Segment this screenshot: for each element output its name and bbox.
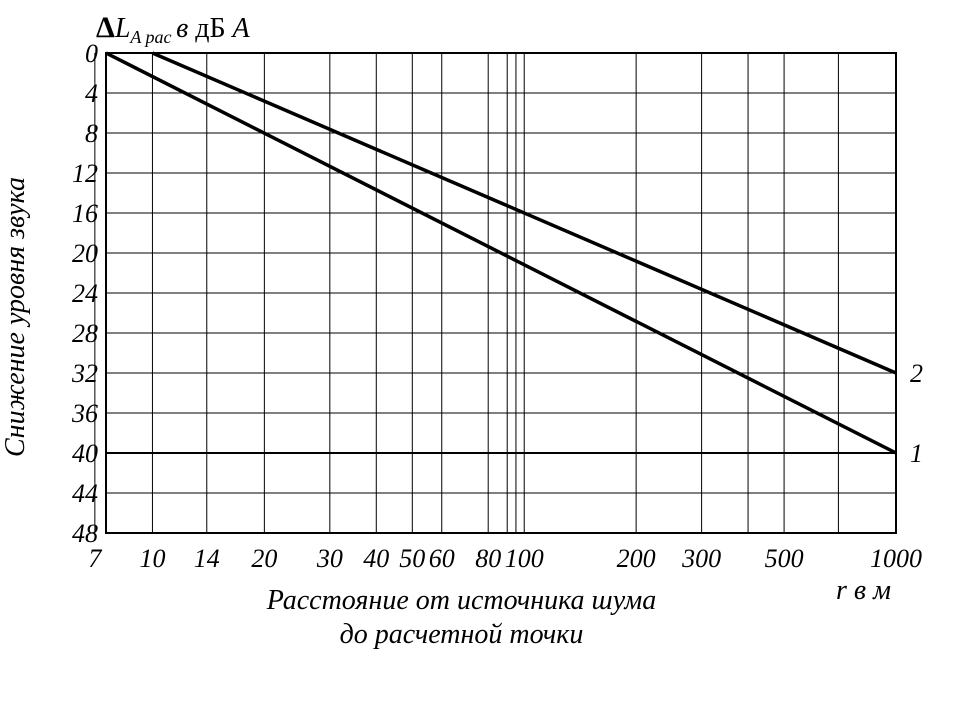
series-label-2: 2	[910, 359, 923, 388]
y-tick-label: 16	[72, 199, 98, 228]
y-tick-label: 12	[72, 159, 98, 188]
x-tick-label: 1000	[870, 544, 922, 573]
x-tick-label: 30	[316, 544, 343, 573]
x-tick-label: 40	[363, 544, 389, 573]
x-tick-label: 100	[505, 544, 544, 573]
x-tick-label: 10	[139, 544, 165, 573]
x-axis-title-line1: Расстояние от источника шума	[266, 585, 657, 616]
x-tick-label: 80	[475, 544, 501, 573]
y-tick-label: 44	[72, 479, 98, 508]
x-tick-label: 7	[88, 544, 102, 573]
y-tick-label: 20	[72, 239, 98, 268]
y-tick-label: 24	[72, 279, 98, 308]
y-axis-top-label: ΔLA рас в дБ A	[96, 11, 251, 47]
x-tick-label: 50	[399, 544, 425, 573]
y-axis-title: Снижение уровня звука	[0, 177, 31, 457]
y-tick-label: 4	[85, 79, 98, 108]
y-tick-label: 32	[71, 359, 98, 388]
x-tick-label: 60	[429, 544, 455, 573]
y-tick-label: 28	[72, 319, 98, 348]
x-tick-label: 500	[765, 544, 804, 573]
x-tick-label: 200	[617, 544, 656, 573]
x-tick-label: 14	[194, 544, 220, 573]
x-axis-title-line2: до расчетной точки	[340, 619, 584, 650]
x-axis-right-label: r в м	[836, 575, 891, 606]
y-tick-label: 8	[85, 119, 98, 148]
y-axis-title-group: Снижение уровня звука	[0, 177, 31, 457]
x-tick-label: 20	[251, 544, 277, 573]
y-tick-label: 36	[71, 399, 98, 428]
x-tick-label: 300	[681, 544, 721, 573]
series-label-1: 1	[910, 439, 923, 468]
y-tick-label: 40	[72, 439, 98, 468]
